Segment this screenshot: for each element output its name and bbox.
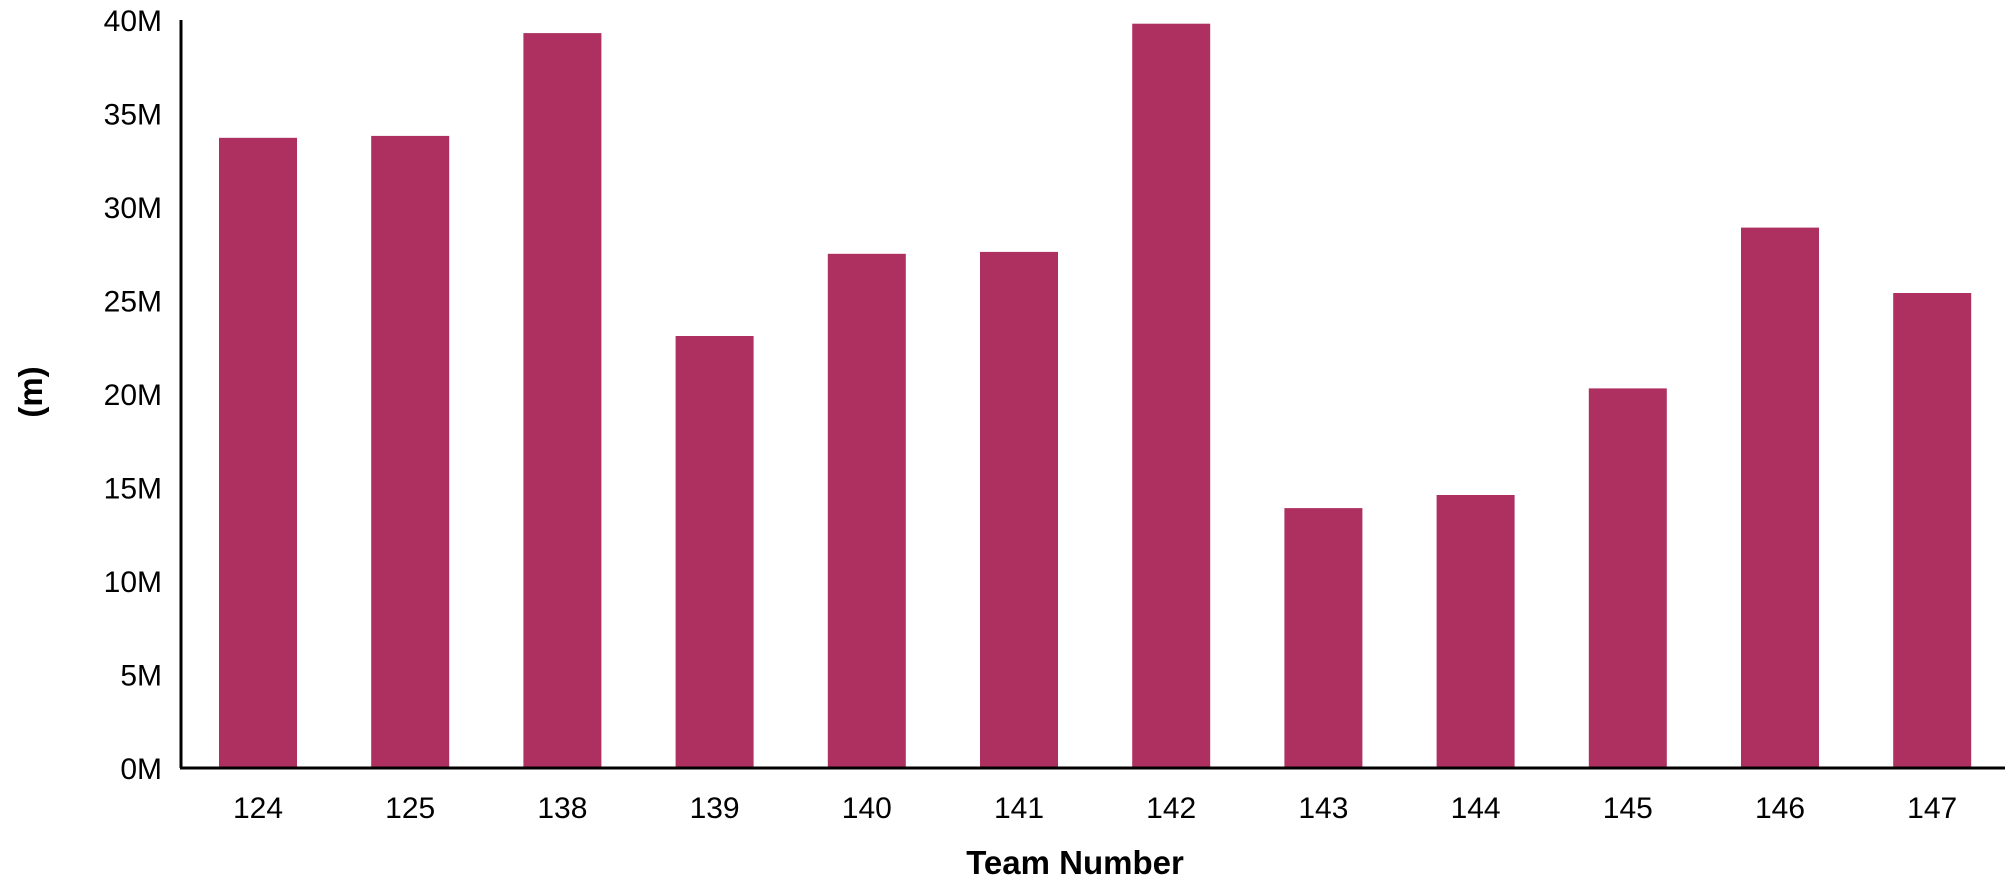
x-tick-label: 141 (994, 792, 1044, 825)
y-tick-labels: 0M 5M 10M 15M 20M 25M 30M 35M 40M (104, 5, 162, 786)
y-tick-label: 15M (104, 473, 162, 506)
x-tick-label: 145 (1603, 792, 1653, 825)
x-tick-label: 147 (1907, 792, 1957, 825)
y-tick-label: 35M (104, 99, 162, 132)
x-tick-labels: 124 125 138 139 140 141 142 143 144 145 146 147 (233, 792, 1957, 825)
y-tick-label: 0M (120, 753, 162, 786)
bar-147 (1893, 293, 1972, 768)
bar-143 (1284, 508, 1363, 768)
x-tick-label: 142 (1146, 792, 1196, 825)
y-tick-label: 25M (104, 286, 162, 319)
y-tick-label: 40M (104, 5, 162, 38)
x-tick-label: 124 (233, 792, 283, 825)
y-tick-label: 10M (104, 566, 162, 599)
y-tick-label: 20M (104, 379, 162, 412)
y-tick-label: 5M (120, 660, 162, 693)
bar-145 (1588, 388, 1667, 768)
x-axis-title: Team Number (966, 844, 1184, 881)
bars-group (219, 23, 1972, 769)
x-tick-label: 146 (1755, 792, 1805, 825)
bar-144 (1436, 495, 1515, 768)
bar-142 (1132, 23, 1211, 768)
bar-140 (827, 253, 906, 769)
x-tick-label: 143 (1298, 792, 1348, 825)
bar-139 (675, 336, 754, 768)
bar-146 (1741, 227, 1819, 769)
y-axis-title: (m) (12, 366, 49, 417)
bar-125 (371, 135, 450, 768)
x-tick-label: 139 (690, 792, 740, 825)
x-tick-label: 144 (1451, 792, 1501, 825)
bar-138 (523, 33, 602, 769)
x-tick-label: 138 (537, 792, 587, 825)
bar-141 (980, 251, 1058, 768)
x-tick-label: 140 (842, 792, 892, 825)
bar-124 (219, 137, 297, 769)
y-tick-label: 30M (104, 192, 162, 225)
x-tick-label: 125 (385, 792, 435, 825)
